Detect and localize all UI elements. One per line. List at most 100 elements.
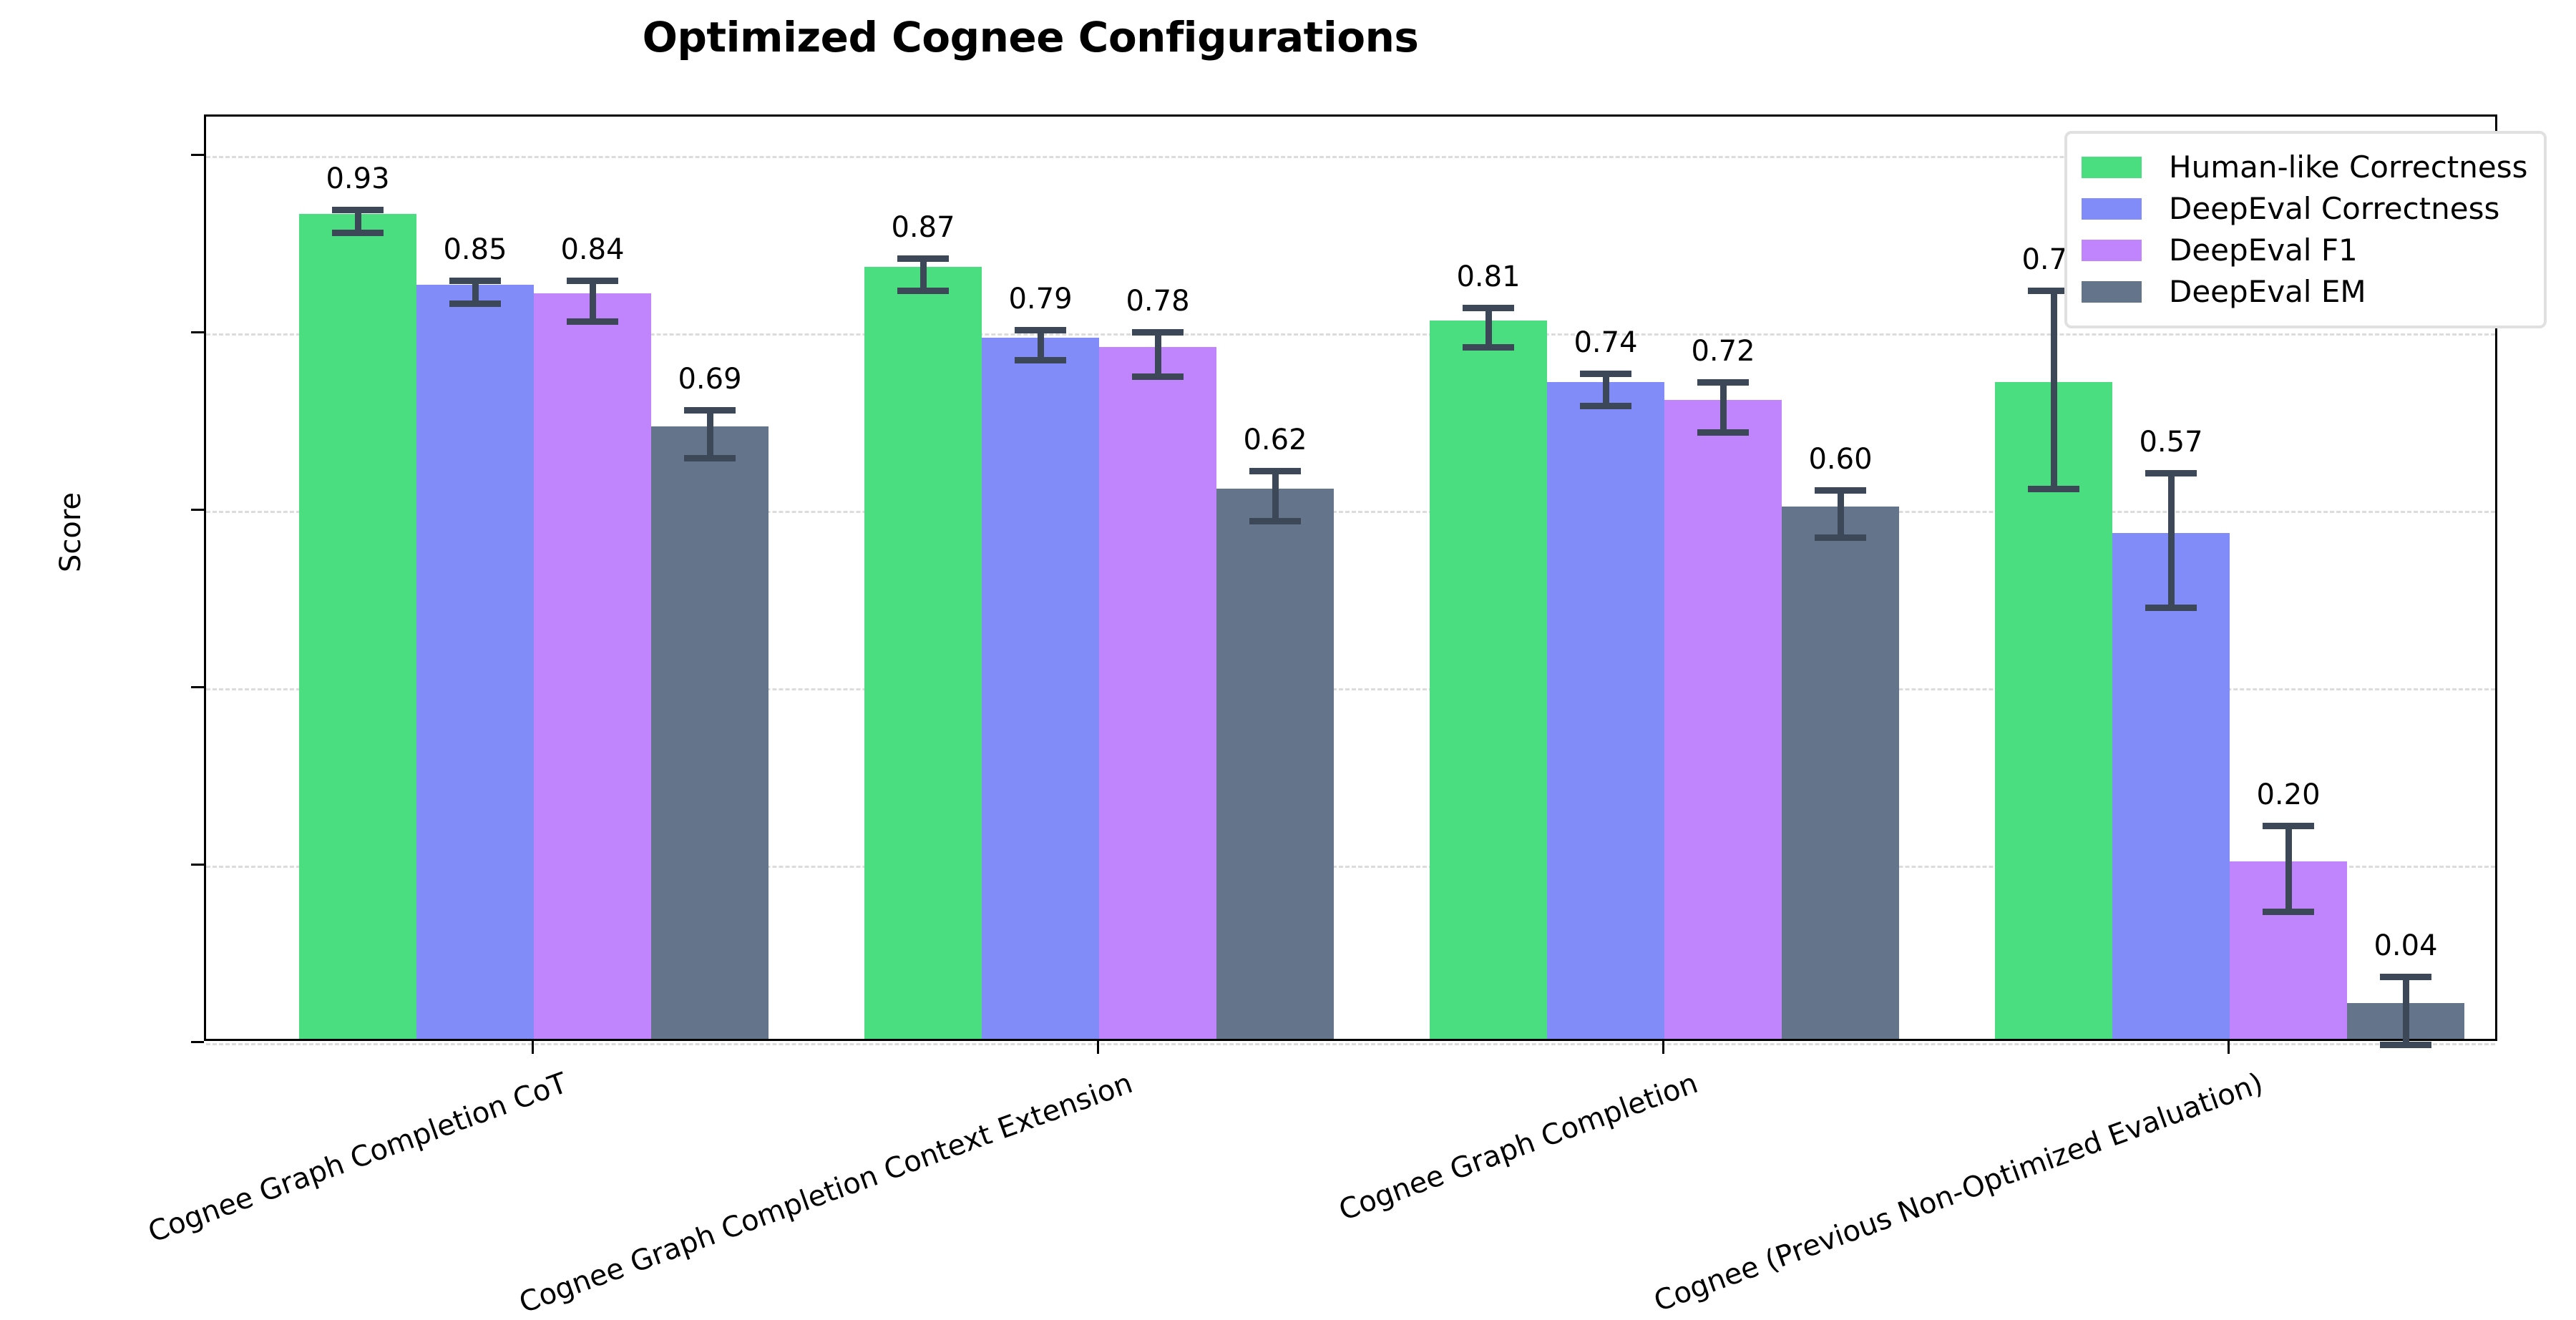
error-cap-lower xyxy=(2380,1041,2431,1048)
bar xyxy=(1216,489,1334,1039)
error-cap-lower xyxy=(1132,373,1184,380)
legend-swatch xyxy=(2082,240,2142,261)
bar xyxy=(651,426,769,1039)
legend-swatch xyxy=(2082,157,2142,178)
y-tick-mark xyxy=(191,331,204,333)
error-bar xyxy=(1485,305,1492,344)
error-cap-upper xyxy=(1580,371,1631,378)
error-bar xyxy=(2403,974,2409,1042)
legend-item-label: DeepEval Correctness xyxy=(2169,191,2500,226)
gridline xyxy=(206,1043,2495,1045)
error-cap-upper xyxy=(1132,328,1184,336)
error-cap-upper xyxy=(1015,327,1066,334)
bar-value-label: 0.60 xyxy=(1808,442,1873,476)
legend-item-label: Human-like Correctness xyxy=(2169,150,2528,185)
x-tick-label: Cognee Graph Completion xyxy=(1335,1067,1702,1228)
x-tick-label: Cognee Graph Completion Context Extensio… xyxy=(514,1067,1137,1320)
gridline xyxy=(206,156,2495,158)
bar-value-label: 0.57 xyxy=(2139,425,2203,459)
legend-item[interactable]: DeepEval F1 xyxy=(2082,230,2528,271)
error-cap-lower xyxy=(2145,605,2197,612)
bar xyxy=(1099,346,1216,1039)
legend-item[interactable]: DeepEval Correctness xyxy=(2082,188,2528,230)
error-bar xyxy=(920,255,927,288)
error-cap-upper xyxy=(1815,487,1866,494)
bar xyxy=(2112,533,2230,1039)
bar xyxy=(534,293,651,1039)
error-cap-upper xyxy=(2145,469,2197,476)
error-bar xyxy=(355,206,361,230)
error-cap-lower xyxy=(2263,908,2314,915)
error-cap-upper xyxy=(897,255,949,262)
error-cap-lower xyxy=(2028,486,2079,493)
error-bar xyxy=(1838,487,1844,535)
bar-value-label: 0.20 xyxy=(2256,778,2321,812)
error-cap-upper xyxy=(684,406,736,414)
legend-item[interactable]: Human-like Correctness xyxy=(2082,147,2528,188)
y-tick-mark xyxy=(191,686,204,688)
y-axis-label: Score xyxy=(54,492,87,572)
error-bar xyxy=(707,406,713,455)
x-tick-mark xyxy=(2228,1041,2230,1054)
bar xyxy=(299,213,416,1039)
bar xyxy=(1782,507,1899,1039)
error-cap-upper xyxy=(1697,379,1749,386)
bar-value-label: 0.04 xyxy=(2373,929,2438,963)
chart-root: Optimized Cognee Configurations 0.93 0.87… xyxy=(54,13,2547,1320)
error-cap-lower xyxy=(684,454,736,461)
y-tick-mark xyxy=(191,509,204,511)
bar-value-label: 0.69 xyxy=(678,362,742,396)
x-tick-label: Cognee Graph Completion CoT xyxy=(144,1067,572,1249)
bar-value-label: 0.79 xyxy=(1008,283,1073,316)
error-bar xyxy=(1720,379,1727,429)
bar xyxy=(982,338,1099,1039)
error-bar xyxy=(2285,823,2292,909)
bar xyxy=(416,285,534,1039)
error-cap-upper xyxy=(449,277,501,284)
chart-title: Optimized Cognee Configurations xyxy=(642,13,1419,62)
error-cap-upper xyxy=(567,277,618,284)
gridline xyxy=(206,688,2495,690)
x-tick-label: Cognee (Previous Non-Optimized Evaluatio… xyxy=(1649,1067,2268,1319)
legend-swatch xyxy=(2082,281,2142,303)
x-tick-mark xyxy=(1097,1041,1099,1054)
gridline xyxy=(206,333,2495,336)
error-bar xyxy=(1155,328,1161,373)
error-bar xyxy=(590,277,596,318)
error-cap-upper xyxy=(2263,823,2314,830)
legend-item[interactable]: DeepEval EM xyxy=(2082,271,2528,313)
bar-value-label: 0.62 xyxy=(1243,424,1307,457)
error-cap-upper xyxy=(2380,974,2431,981)
error-cap-upper xyxy=(1463,305,1514,312)
x-tick-mark xyxy=(532,1041,534,1054)
y-tick-mark xyxy=(191,154,204,156)
y-tick-mark xyxy=(191,864,204,866)
bar-value-label: 0.81 xyxy=(1456,260,1521,294)
error-cap-lower xyxy=(1249,517,1301,524)
bar xyxy=(1547,382,1664,1039)
gridline xyxy=(206,866,2495,868)
error-cap-lower xyxy=(897,287,949,294)
gridline xyxy=(206,511,2495,513)
error-cap-lower xyxy=(449,300,501,308)
error-bar xyxy=(472,277,479,301)
y-tick-mark xyxy=(191,1041,204,1043)
plot-inner: 0.93 0.87 0.81 0.74 0.85 0.79 0.74 0.57 0.84 0.78… xyxy=(206,117,2495,1048)
legend-swatch xyxy=(2082,198,2142,220)
bar-value-label: 0.84 xyxy=(560,233,625,266)
error-cap-upper xyxy=(332,206,384,213)
bar-value-label: 0.93 xyxy=(326,162,390,195)
error-bar xyxy=(1603,371,1609,403)
bar-value-label: 0.78 xyxy=(1126,284,1190,318)
bar-value-label: 0.85 xyxy=(443,233,507,266)
bar-value-label: 0.87 xyxy=(891,210,955,244)
error-cap-lower xyxy=(332,229,384,236)
error-cap-lower xyxy=(1015,357,1066,364)
error-bar xyxy=(1272,468,1279,518)
error-cap-lower xyxy=(1815,534,1866,542)
chart-legend: Human-like Correctness DeepEval Correctne… xyxy=(2064,131,2547,328)
error-cap-upper xyxy=(1249,468,1301,475)
error-cap-lower xyxy=(1463,343,1514,351)
bar xyxy=(1664,400,1782,1039)
bar-value-label: 0.72 xyxy=(1691,335,1755,368)
